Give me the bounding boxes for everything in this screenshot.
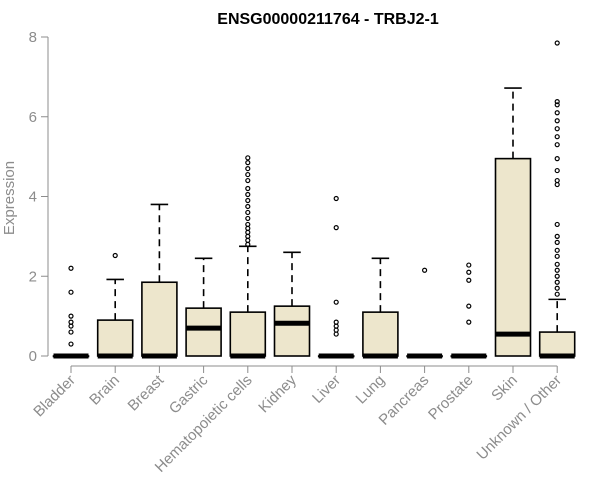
outlier-point [112, 252, 118, 259]
chart-title: ENSG00000211764 - TRBJ2-1 [217, 11, 439, 28]
x-tick-label: Bladder [30, 372, 79, 421]
outlier-point [68, 329, 74, 335]
outlier-point [466, 269, 472, 275]
outlier-point [554, 291, 560, 297]
x-tick-label: Liver [309, 372, 344, 407]
outlier-point [554, 261, 560, 267]
box-group [96, 252, 134, 359]
outlier-point [245, 209, 251, 216]
x-tick-label: Prostate [425, 372, 477, 424]
outlier-point [245, 221, 251, 228]
outlier-point [554, 285, 560, 291]
outlier-point [554, 102, 560, 108]
outlier-point [466, 277, 472, 283]
outlier-point [245, 160, 251, 166]
box-iqr [96, 319, 134, 357]
box-group [273, 251, 311, 357]
box-iqr [538, 331, 576, 357]
box-group [185, 257, 222, 357]
y-tick-label: 6 [29, 109, 37, 126]
outlier-point [245, 215, 251, 222]
outlier-point [68, 265, 74, 271]
outlier-point [554, 233, 560, 239]
outlier-point [554, 98, 560, 105]
outlier-point [554, 40, 560, 46]
outlier-point [245, 177, 251, 184]
box-iqr [185, 307, 222, 357]
box-iqr [494, 157, 532, 357]
outlier-point [554, 239, 560, 245]
box-group [406, 267, 443, 359]
box-group [317, 195, 355, 359]
outlier-point [68, 313, 74, 319]
outlier-point [245, 203, 251, 210]
box-group [52, 265, 90, 359]
y-axis: 0 2 4 6 8 [29, 29, 49, 365]
x-tick-label: Kidney [255, 371, 300, 416]
outlier-point [333, 299, 339, 305]
outlier-point [554, 247, 560, 253]
outlier-point [554, 267, 560, 273]
box-group [362, 257, 399, 359]
outlier-point [333, 319, 339, 325]
box-group [229, 155, 267, 359]
outlier-point [422, 267, 428, 273]
box-iqr [141, 281, 178, 357]
outlier-point [554, 118, 560, 124]
outlier-point [554, 221, 560, 228]
outlier-point [554, 156, 560, 162]
outlier-point [68, 341, 74, 347]
outlier-point [554, 142, 560, 148]
outlier-point [466, 303, 472, 309]
box-group [141, 203, 178, 359]
box-group [538, 40, 576, 359]
outlier-point [466, 319, 472, 325]
outlier-point [245, 171, 251, 178]
outlier-point [333, 225, 339, 231]
outlier-point [245, 155, 251, 161]
box-iqr [362, 311, 399, 357]
box-group [494, 87, 532, 357]
outlier-point [554, 177, 560, 184]
outlier-point [554, 273, 560, 279]
x-tick-label: Unknown / Other [473, 372, 565, 464]
outlier-point [554, 279, 560, 285]
outlier-point [245, 191, 251, 198]
boxes [52, 40, 576, 359]
outlier-point [245, 197, 251, 204]
outlier-point [68, 319, 74, 325]
box-iqr [273, 305, 311, 357]
y-tick-label: 8 [29, 29, 37, 46]
x-tick-label: Lung [353, 372, 389, 408]
outlier-point [554, 134, 560, 140]
outlier-point [554, 110, 560, 116]
outlier-point [554, 126, 560, 132]
outlier-point [466, 262, 472, 268]
outlier-point [333, 195, 339, 202]
y-tick-label: 0 [29, 348, 37, 365]
y-tick-label: 2 [29, 268, 37, 285]
box-iqr [229, 311, 267, 357]
outlier-point [554, 167, 560, 174]
x-tick-label: Breast [125, 371, 168, 414]
y-tick-label: 4 [29, 189, 37, 206]
outlier-point [554, 253, 560, 259]
outlier-point [245, 165, 251, 172]
y-axis-label: Expression [1, 161, 18, 235]
x-tick-label: Skin [488, 372, 521, 405]
outlier-point [245, 185, 251, 192]
outlier-point [68, 289, 74, 295]
x-tick-label: Brain [86, 372, 123, 409]
box-group [450, 262, 488, 359]
